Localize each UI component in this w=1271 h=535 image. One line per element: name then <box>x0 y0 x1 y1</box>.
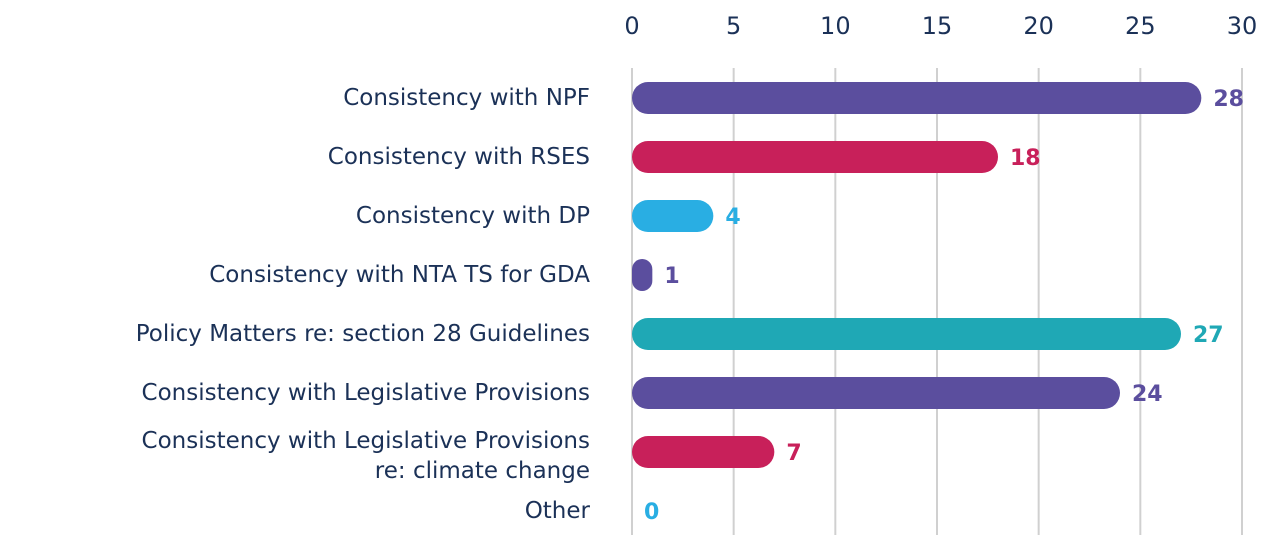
value-label: 7 <box>786 441 801 466</box>
value-label: 4 <box>725 205 740 230</box>
x-tick-label: 30 <box>1227 12 1258 40</box>
value-label: 27 <box>1193 323 1224 348</box>
bar <box>632 318 1181 350</box>
bar <box>632 82 1202 114</box>
category-label: Consistency with NPF <box>343 85 590 111</box>
category-label: Consistency with DP <box>355 203 590 229</box>
value-label: 28 <box>1213 87 1244 112</box>
value-label: 0 <box>644 500 659 525</box>
bar <box>632 141 998 173</box>
bar <box>632 259 653 291</box>
x-tick-label: 25 <box>1125 12 1156 40</box>
bar <box>632 436 775 468</box>
x-tick-label: 15 <box>922 12 953 40</box>
category-label: Consistency with Legislative Provisions <box>141 380 590 406</box>
value-label: 24 <box>1132 382 1163 407</box>
bar <box>632 200 714 232</box>
category-label: Policy Matters re: section 28 Guidelines <box>135 321 590 347</box>
category-label: Consistency with Legislative Provisions … <box>141 428 590 484</box>
value-label: 1 <box>664 264 679 289</box>
x-tick-label: 0 <box>624 12 639 40</box>
x-tick-label: 10 <box>820 12 851 40</box>
category-label: Other <box>524 498 590 524</box>
category-label: Consistency with RSES <box>327 144 590 170</box>
bar <box>632 377 1120 409</box>
category-label: Consistency with NTA TS for GDA <box>209 262 590 288</box>
value-label: 18 <box>1010 146 1041 171</box>
x-tick-label: 5 <box>726 12 741 40</box>
x-tick-label: 20 <box>1023 12 1054 40</box>
